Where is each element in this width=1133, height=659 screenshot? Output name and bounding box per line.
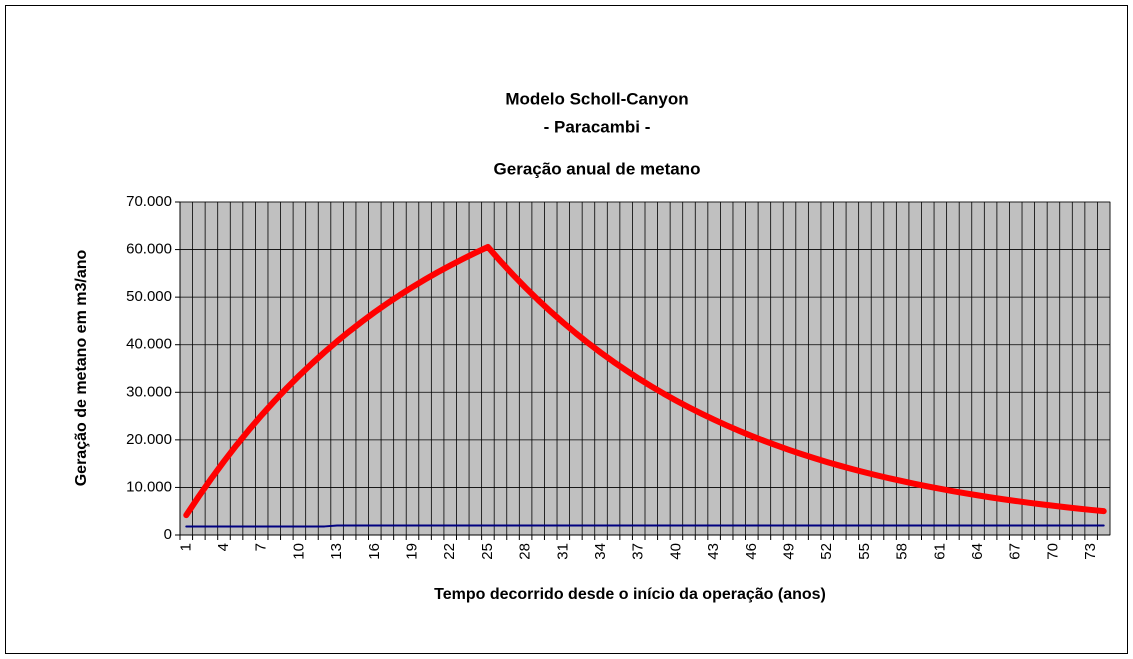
x-tick-label: 40: [667, 543, 684, 560]
x-tick-label: 49: [780, 543, 797, 560]
chart-title: Modelo Scholl-Canyon: [505, 89, 688, 108]
x-tick-label: 4: [215, 543, 232, 551]
y-tick-label: 70.000: [126, 193, 172, 210]
y-tick-label: 50.000: [126, 288, 172, 305]
x-tick-label: 70: [1044, 543, 1061, 560]
x-tick-label: 16: [366, 543, 383, 560]
x-tick-label: 31: [554, 543, 571, 560]
x-tick-label: 58: [894, 543, 911, 560]
x-tick-label: 10: [290, 543, 307, 560]
x-tick-label: 46: [743, 543, 760, 560]
x-tick-label: 73: [1082, 543, 1099, 560]
x-axis-title: Tempo decorrido desde o início da operaç…: [434, 586, 826, 603]
series-line: [183, 243, 1107, 519]
y-tick-label: 30.000: [126, 383, 172, 400]
chart-subtitle: Geração anual de metano: [494, 159, 701, 178]
x-tick-label: 28: [517, 543, 534, 560]
x-tick-label: 43: [705, 543, 722, 560]
x-tick-label: 61: [931, 543, 948, 560]
x-tick-label: 19: [403, 543, 420, 560]
chart-subtitle: - Paracambi -: [544, 117, 651, 136]
y-tick-label: 60.000: [126, 241, 172, 258]
series-line: [185, 524, 1105, 528]
x-tick-label: 7: [253, 543, 270, 551]
x-tick-label: 25: [479, 543, 496, 560]
x-tick-label: 55: [856, 543, 873, 560]
y-tick-label: 20.000: [126, 431, 172, 448]
x-tick-label: 67: [1007, 543, 1024, 560]
x-tick-label: 37: [630, 543, 647, 560]
x-tick-label: 52: [818, 543, 835, 560]
x-tick-label: 22: [441, 543, 458, 560]
x-tick-label: 64: [969, 543, 986, 560]
y-tick-label: 40.000: [126, 336, 172, 353]
y-axis-title: Geração de metano em m3/ano: [73, 250, 90, 487]
x-tick-label: 13: [328, 543, 345, 560]
x-tick-label: 1: [177, 543, 194, 551]
x-tick-label: 34: [592, 543, 609, 560]
y-tick-label: 10.000: [126, 478, 172, 495]
y-tick-label: 0: [164, 526, 172, 543]
